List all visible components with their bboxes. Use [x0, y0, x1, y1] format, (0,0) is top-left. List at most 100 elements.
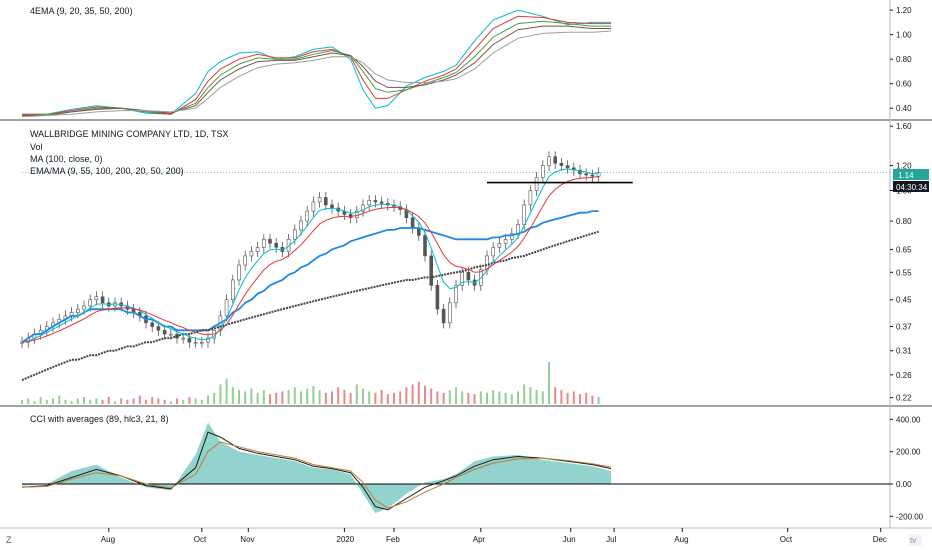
volume-bar [405, 387, 408, 404]
volume-bar [126, 399, 129, 404]
zoom-z-label[interactable]: Z [6, 535, 12, 545]
cci-pane[interactable] [21, 422, 890, 514]
candle-body [522, 204, 527, 225]
candle-body [224, 299, 229, 317]
volume-bar [585, 392, 588, 404]
volume-bar [188, 397, 191, 404]
candle-body [231, 279, 235, 301]
volume-bar [380, 390, 383, 404]
cci-ytick-label: -200.00 [896, 512, 924, 521]
volume-bar [70, 401, 73, 404]
volume-bar [343, 390, 346, 404]
tradingview-logo-icon: tv [908, 534, 922, 546]
ema4-pane[interactable] [21, 9, 612, 118]
volume-bar [541, 391, 544, 404]
volume-bar [597, 397, 600, 404]
volume-bar [337, 387, 340, 404]
volume-bar [306, 388, 309, 404]
ema20-price-line [21, 176, 599, 343]
price-pane[interactable] [20, 151, 891, 404]
volume-bar [52, 398, 54, 404]
cci-area [22, 422, 611, 514]
volume-bar [517, 391, 519, 404]
candle-body [323, 197, 328, 206]
ema4-ytick-label: 0.60 [896, 80, 912, 89]
candle-body [299, 220, 303, 231]
volume-bar [554, 387, 557, 404]
ema4-line-ema50 [22, 25, 611, 116]
volume-bar [300, 391, 302, 404]
time-axis[interactable]: AugOctNov2020FebAprJunJulAugOctDec2021 [101, 528, 932, 544]
candle-body [491, 247, 496, 257]
volume-bar [256, 392, 259, 404]
volume-bar [225, 378, 228, 404]
volume-bar [417, 381, 420, 404]
volume-bar [238, 390, 240, 404]
volume-bar [250, 388, 253, 404]
candle-body [76, 308, 80, 313]
volume-bar [45, 399, 48, 404]
price-ytick-label: 0.31 [896, 347, 912, 356]
price-ytick-label: 0.45 [896, 296, 912, 305]
candle-body [429, 255, 434, 286]
time-tick-label: 2020 [336, 535, 354, 544]
volume-bar [83, 397, 85, 404]
candle-body [547, 156, 551, 166]
volume-bar [101, 399, 104, 404]
candle-body [435, 285, 440, 310]
candle-body [423, 235, 427, 257]
volume-bar [89, 399, 92, 404]
price-ytick-label: 0.37 [896, 323, 912, 332]
ema4-ytick-label: 1.00 [896, 31, 912, 40]
volume-bar [430, 388, 433, 404]
candle-body [243, 255, 247, 266]
volume-bar [324, 392, 327, 404]
candle-body [255, 247, 260, 252]
vol-label: Vol [30, 142, 43, 152]
candle-body [578, 169, 582, 175]
volume-bar [566, 392, 569, 404]
volume-bar [368, 391, 371, 404]
emama-label: EMA/MA (9, 55, 100, 200, 20, 50, 200) [30, 166, 184, 176]
volume-bar [244, 391, 247, 404]
ema4-line-ema35 [21, 20, 611, 116]
candle-body [268, 238, 272, 244]
volume-bar [591, 395, 594, 404]
pane-frames [0, 0, 932, 529]
candle-body [590, 174, 595, 177]
candle-body [100, 296, 105, 304]
volume-bar [473, 394, 476, 404]
volume-bar [145, 399, 147, 404]
cci-label: CCI with averages (89, hlc3, 21, 8) [30, 414, 169, 424]
candle-body [441, 308, 446, 324]
volume-bar [182, 399, 185, 404]
volume-bar [486, 392, 488, 404]
candle-body [447, 302, 452, 324]
countdown-tag [893, 181, 929, 192]
volume-bar [176, 398, 178, 404]
candle-body [354, 210, 359, 218]
volume-bar [231, 387, 234, 404]
volume-bar [151, 397, 154, 404]
candle-body [361, 204, 365, 212]
time-tick-label: Jun [563, 535, 576, 544]
volume-bar [492, 390, 495, 404]
volume-bar [163, 399, 166, 404]
candle-body [193, 341, 198, 344]
volume-bar [455, 387, 457, 404]
candle-body [373, 200, 378, 203]
cci-ytick-label: 0.00 [896, 480, 912, 489]
volume-bar [169, 401, 172, 404]
candle-body [261, 238, 266, 248]
candle-body [88, 299, 92, 307]
volume-bar [287, 390, 290, 404]
volume-bar [21, 399, 23, 404]
candle-body [553, 156, 558, 164]
volume-bar [355, 384, 358, 404]
time-tick-label: Oct [194, 535, 207, 544]
volume-bar [579, 394, 581, 404]
candle-body [162, 329, 167, 335]
volume-bar [393, 392, 395, 404]
price-axes: 0.40 0.60 0.80 1.00 1.20 0.22 0.26 0.31 0.37 0.45… [890, 6, 924, 521]
